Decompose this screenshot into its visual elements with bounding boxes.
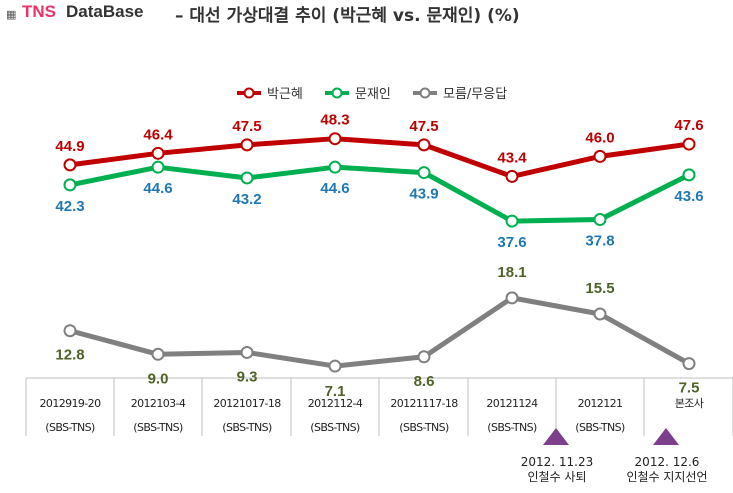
data-point-2-1 bbox=[151, 347, 165, 361]
data-point-0-3 bbox=[328, 132, 342, 146]
x-tick-label-0: 2012919-20 bbox=[40, 397, 102, 410]
legend-label-0: 박근혜 bbox=[267, 87, 303, 102]
data-point-1-2 bbox=[240, 171, 254, 185]
x-tick-sublabel-3: (SBS-TNS) bbox=[310, 421, 360, 434]
annotation-line-1-0: 2012. 12.6 bbox=[634, 455, 700, 469]
annotation-marker-0 bbox=[543, 428, 569, 445]
data-label-1-5: 37.6 bbox=[497, 234, 526, 251]
data-label-0-3: 48.3 bbox=[320, 112, 349, 129]
data-point-0-7 bbox=[682, 137, 696, 151]
data-point-0-2 bbox=[240, 138, 254, 152]
brand-database: DataBase bbox=[66, 2, 144, 21]
data-label-0-4: 47.5 bbox=[409, 118, 438, 135]
data-label-0-5: 43.4 bbox=[497, 149, 527, 166]
data-label-2-3: 7.1 bbox=[325, 383, 346, 400]
x-tick-sublabel-6: (SBS-TNS) bbox=[575, 421, 625, 434]
x-tick-label-1: 2012103-4 bbox=[131, 397, 186, 410]
legend-label-2: 모름/무응답 bbox=[443, 87, 507, 102]
data-point-2-0 bbox=[63, 324, 77, 338]
series-line-2 bbox=[69, 295, 691, 369]
x-tick-label-4: 20121117-18 bbox=[390, 397, 458, 410]
data-label-1-0: 42.3 bbox=[55, 198, 84, 215]
data-point-1-6 bbox=[593, 213, 607, 227]
x-tick-label-6: 2012121 bbox=[578, 397, 623, 410]
data-label-2-1: 9.0 bbox=[148, 370, 169, 387]
data-label-0-6: 46.0 bbox=[585, 129, 614, 146]
annotation-text-1: 2012. 12.6 인철수 지지선언 bbox=[607, 455, 727, 485]
data-point-1-7 bbox=[682, 168, 696, 182]
x-tick-label-5: 20121124 bbox=[486, 397, 538, 410]
data-label-0-0: 44.9 bbox=[55, 138, 84, 155]
data-label-0-7: 47.6 bbox=[674, 117, 703, 134]
x-tick-sublabel-0: (SBS-TNS) bbox=[45, 421, 95, 434]
data-point-1-1 bbox=[151, 160, 165, 174]
x-tick-label-3: 2012112-4 bbox=[308, 397, 363, 410]
data-point-0-5 bbox=[505, 169, 519, 183]
annotation-text-0: 2012. 11.23 인철수 사퇴 bbox=[497, 455, 617, 485]
data-point-1-0 bbox=[63, 178, 77, 192]
data-point-2-2 bbox=[240, 345, 254, 359]
x-tick-sublabel-5: (SBS-TNS) bbox=[487, 421, 537, 434]
data-label-2-6: 15.5 bbox=[585, 280, 614, 297]
x-tick-label-7: 본조사 bbox=[675, 397, 704, 410]
brand-tns: TNS bbox=[22, 2, 56, 21]
data-point-2-5 bbox=[505, 291, 519, 305]
data-point-2-7 bbox=[682, 357, 696, 371]
data-point-0-4 bbox=[417, 138, 431, 152]
data-label-1-1: 44.6 bbox=[143, 180, 172, 197]
data-point-2-4 bbox=[417, 350, 431, 364]
x-tick-sublabel-4: (SBS-TNS) bbox=[399, 421, 449, 434]
x-tick-sublabel-2: (SBS-TNS) bbox=[222, 421, 272, 434]
series-line-1 bbox=[69, 164, 691, 224]
annotation-line-1-1: 인철수 지지선언 bbox=[626, 470, 708, 484]
data-point-2-3 bbox=[328, 359, 342, 373]
data-point-1-4 bbox=[417, 166, 431, 180]
data-label-1-4: 43.9 bbox=[409, 186, 438, 203]
data-point-0-6 bbox=[593, 149, 607, 163]
data-label-2-2: 9.3 bbox=[237, 368, 258, 385]
chart-title-bar: ▦ TNS DataBase – 대선 가상대결 추이 (박근혜 vs. 문재인… bbox=[0, 0, 733, 30]
x-tick-label-2: 20121017-18 bbox=[213, 397, 281, 410]
data-point-1-3 bbox=[328, 160, 342, 174]
x-tick-sublabel-1: (SBS-TNS) bbox=[133, 421, 183, 434]
data-point-1-5 bbox=[505, 214, 519, 228]
legend-marker-2 bbox=[419, 87, 431, 99]
data-label-2-0: 12.8 bbox=[55, 347, 84, 364]
data-label-1-2: 43.2 bbox=[232, 191, 261, 208]
legend-label-1: 문재인 bbox=[355, 87, 391, 102]
data-label-1-6: 37.8 bbox=[585, 233, 614, 250]
legend-marker-0 bbox=[243, 87, 255, 99]
series-line-0 bbox=[69, 136, 690, 179]
legend-marker-1 bbox=[331, 87, 343, 99]
chart-subtitle: – 대선 가상대결 추이 (박근혜 vs. 문재인) (%) bbox=[175, 6, 520, 26]
data-point-2-6 bbox=[593, 307, 607, 321]
data-label-0-1: 46.4 bbox=[143, 126, 173, 143]
data-label-2-4: 8.6 bbox=[414, 373, 435, 390]
data-label-1-3: 44.6 bbox=[320, 180, 349, 197]
data-point-0-1 bbox=[151, 146, 165, 160]
table-icon: ▦ bbox=[6, 8, 17, 21]
data-point-0-0 bbox=[63, 158, 77, 172]
data-label-1-7: 43.6 bbox=[674, 188, 703, 205]
annotation-line-0-1: 인철수 사퇴 bbox=[527, 470, 587, 484]
annotation-line-0-0: 2012. 11.23 bbox=[520, 455, 594, 469]
annotation-marker-1 bbox=[653, 428, 679, 445]
data-label-0-2: 47.5 bbox=[232, 118, 261, 135]
data-label-2-7: 7.5 bbox=[679, 380, 700, 397]
data-label-2-5: 18.1 bbox=[497, 264, 526, 281]
